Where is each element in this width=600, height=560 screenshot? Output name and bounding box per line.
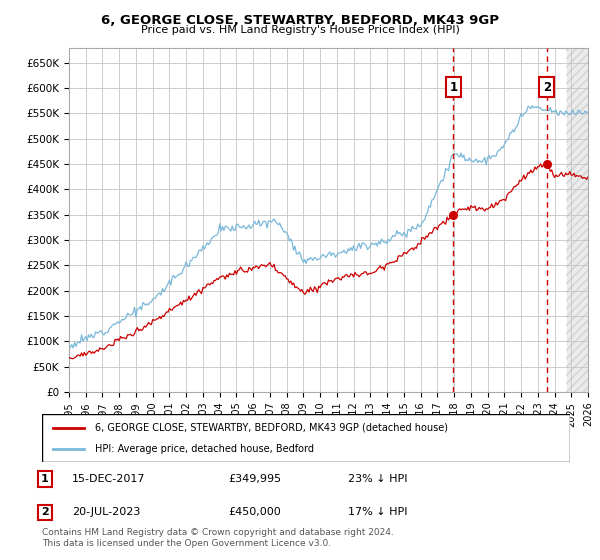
Text: £450,000: £450,000 [228, 507, 281, 517]
Text: 1: 1 [449, 81, 457, 94]
Text: 15-DEC-2017: 15-DEC-2017 [72, 474, 146, 484]
Text: 6, GEORGE CLOSE, STEWARTBY, BEDFORD, MK43 9GP (detached house): 6, GEORGE CLOSE, STEWARTBY, BEDFORD, MK4… [95, 423, 448, 433]
Bar [566, 48, 588, 392]
Text: Price paid vs. HM Land Registry's House Price Index (HPI): Price paid vs. HM Land Registry's House … [140, 25, 460, 35]
Text: 6, GEORGE CLOSE, STEWARTBY, BEDFORD, MK43 9GP: 6, GEORGE CLOSE, STEWARTBY, BEDFORD, MK4… [101, 14, 499, 27]
Text: 20-JUL-2023: 20-JUL-2023 [72, 507, 140, 517]
Text: Contains HM Land Registry data © Crown copyright and database right 2024.
This d: Contains HM Land Registry data © Crown c… [42, 528, 394, 548]
Text: 2: 2 [41, 507, 49, 517]
Text: 23% ↓ HPI: 23% ↓ HPI [348, 474, 407, 484]
Text: 17% ↓ HPI: 17% ↓ HPI [348, 507, 407, 517]
Text: £349,995: £349,995 [228, 474, 281, 484]
FancyBboxPatch shape [42, 414, 570, 462]
Text: 1: 1 [41, 474, 49, 484]
Text: 2: 2 [543, 81, 551, 94]
Text: HPI: Average price, detached house, Bedford: HPI: Average price, detached house, Bedf… [95, 444, 314, 454]
